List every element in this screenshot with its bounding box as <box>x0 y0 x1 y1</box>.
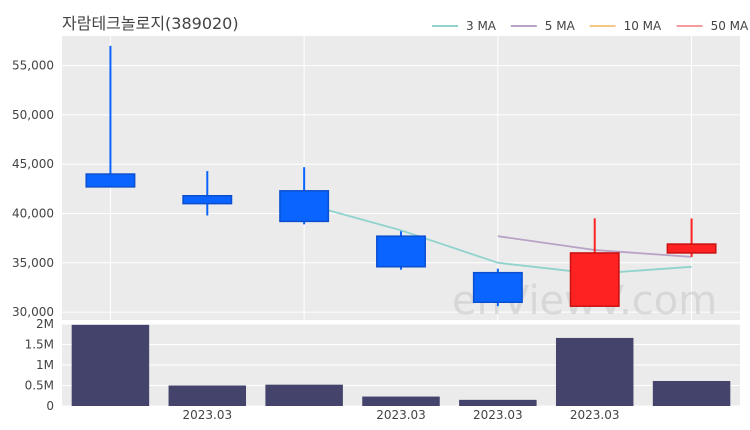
volume-bars <box>71 324 731 406</box>
volume-bar <box>265 384 343 406</box>
volume-bar <box>71 324 150 406</box>
legend-label: 3 MA <box>466 19 497 33</box>
legend-label: 5 MA <box>545 19 576 33</box>
chart-title: 자람테크놀로지(389020) <box>62 14 239 33</box>
price-tick-label: 55,000 <box>12 59 54 73</box>
x-tick-label: 2023.03 <box>570 408 620 422</box>
price-tick-label: 30,000 <box>12 305 54 319</box>
candle-body <box>666 243 717 254</box>
candle-body <box>279 190 330 223</box>
legend: 3 MA 5 MA 10 MA 50 MA <box>432 19 749 33</box>
legend-label: 50 MA <box>711 19 749 33</box>
price-tick-label: 35,000 <box>12 256 54 270</box>
volume-tick-label: 1M <box>36 358 54 372</box>
x-tick-label: 2023.03 <box>182 408 232 422</box>
ma-line-3ma <box>303 202 692 275</box>
volume-tick-label: 1.5M <box>25 338 54 352</box>
volume-tick-label: 0.5M <box>25 379 54 393</box>
volume-x-axis: 2023.03 2023.03 2023.03 2023.03 <box>182 408 619 422</box>
candle-body <box>85 173 136 188</box>
volume-bar <box>652 380 731 406</box>
candle-body <box>376 235 426 268</box>
x-tick-label: 2023.03 <box>473 408 523 422</box>
x-tick-label: 2023.03 <box>376 408 426 422</box>
price-y-axis: 30,000 35,000 40,000 45,000 50,000 55,000 <box>12 59 54 320</box>
volume-bar <box>362 396 440 406</box>
volume-tick-label: 0 <box>46 399 54 413</box>
price-tick-label: 45,000 <box>12 157 54 171</box>
volume-tick-label: 2M <box>36 317 54 331</box>
price-tick-label: 40,000 <box>12 207 54 221</box>
candle-body <box>569 252 620 307</box>
candle-body <box>472 271 523 303</box>
volume-bar <box>459 399 537 406</box>
price-plot-background <box>62 36 740 320</box>
volume-bar <box>168 385 247 406</box>
candlesticks <box>85 45 717 307</box>
legend-label: 10 MA <box>624 19 662 33</box>
volume-bar <box>555 337 634 406</box>
price-tick-label: 50,000 <box>12 108 54 122</box>
volume-y-axis: 0 0.5M 1M 1.5M 2M <box>25 317 54 413</box>
candle-body <box>182 195 233 205</box>
